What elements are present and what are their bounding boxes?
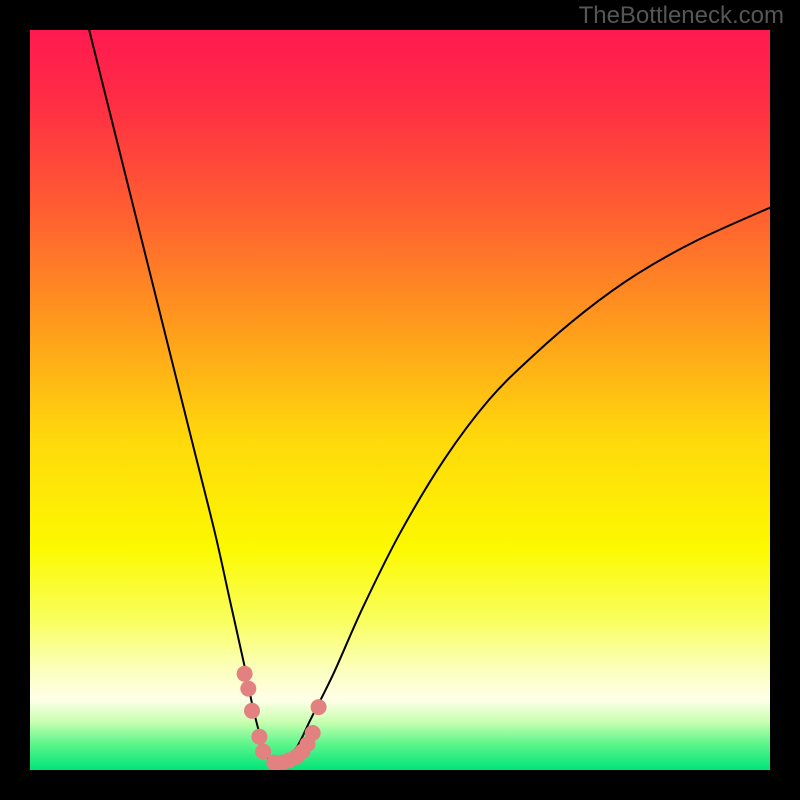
gradient-background [30,30,770,770]
plot-area [30,30,770,770]
marker-point [240,681,256,697]
marker-point [244,703,260,719]
chart-svg [30,30,770,770]
marker-point [237,666,253,682]
marker-point [305,725,321,741]
marker-point [311,699,327,715]
watermark-text: TheBottleneck.com [579,2,784,30]
chart-frame: TheBottleneck.com [0,0,800,800]
marker-point [251,729,267,745]
